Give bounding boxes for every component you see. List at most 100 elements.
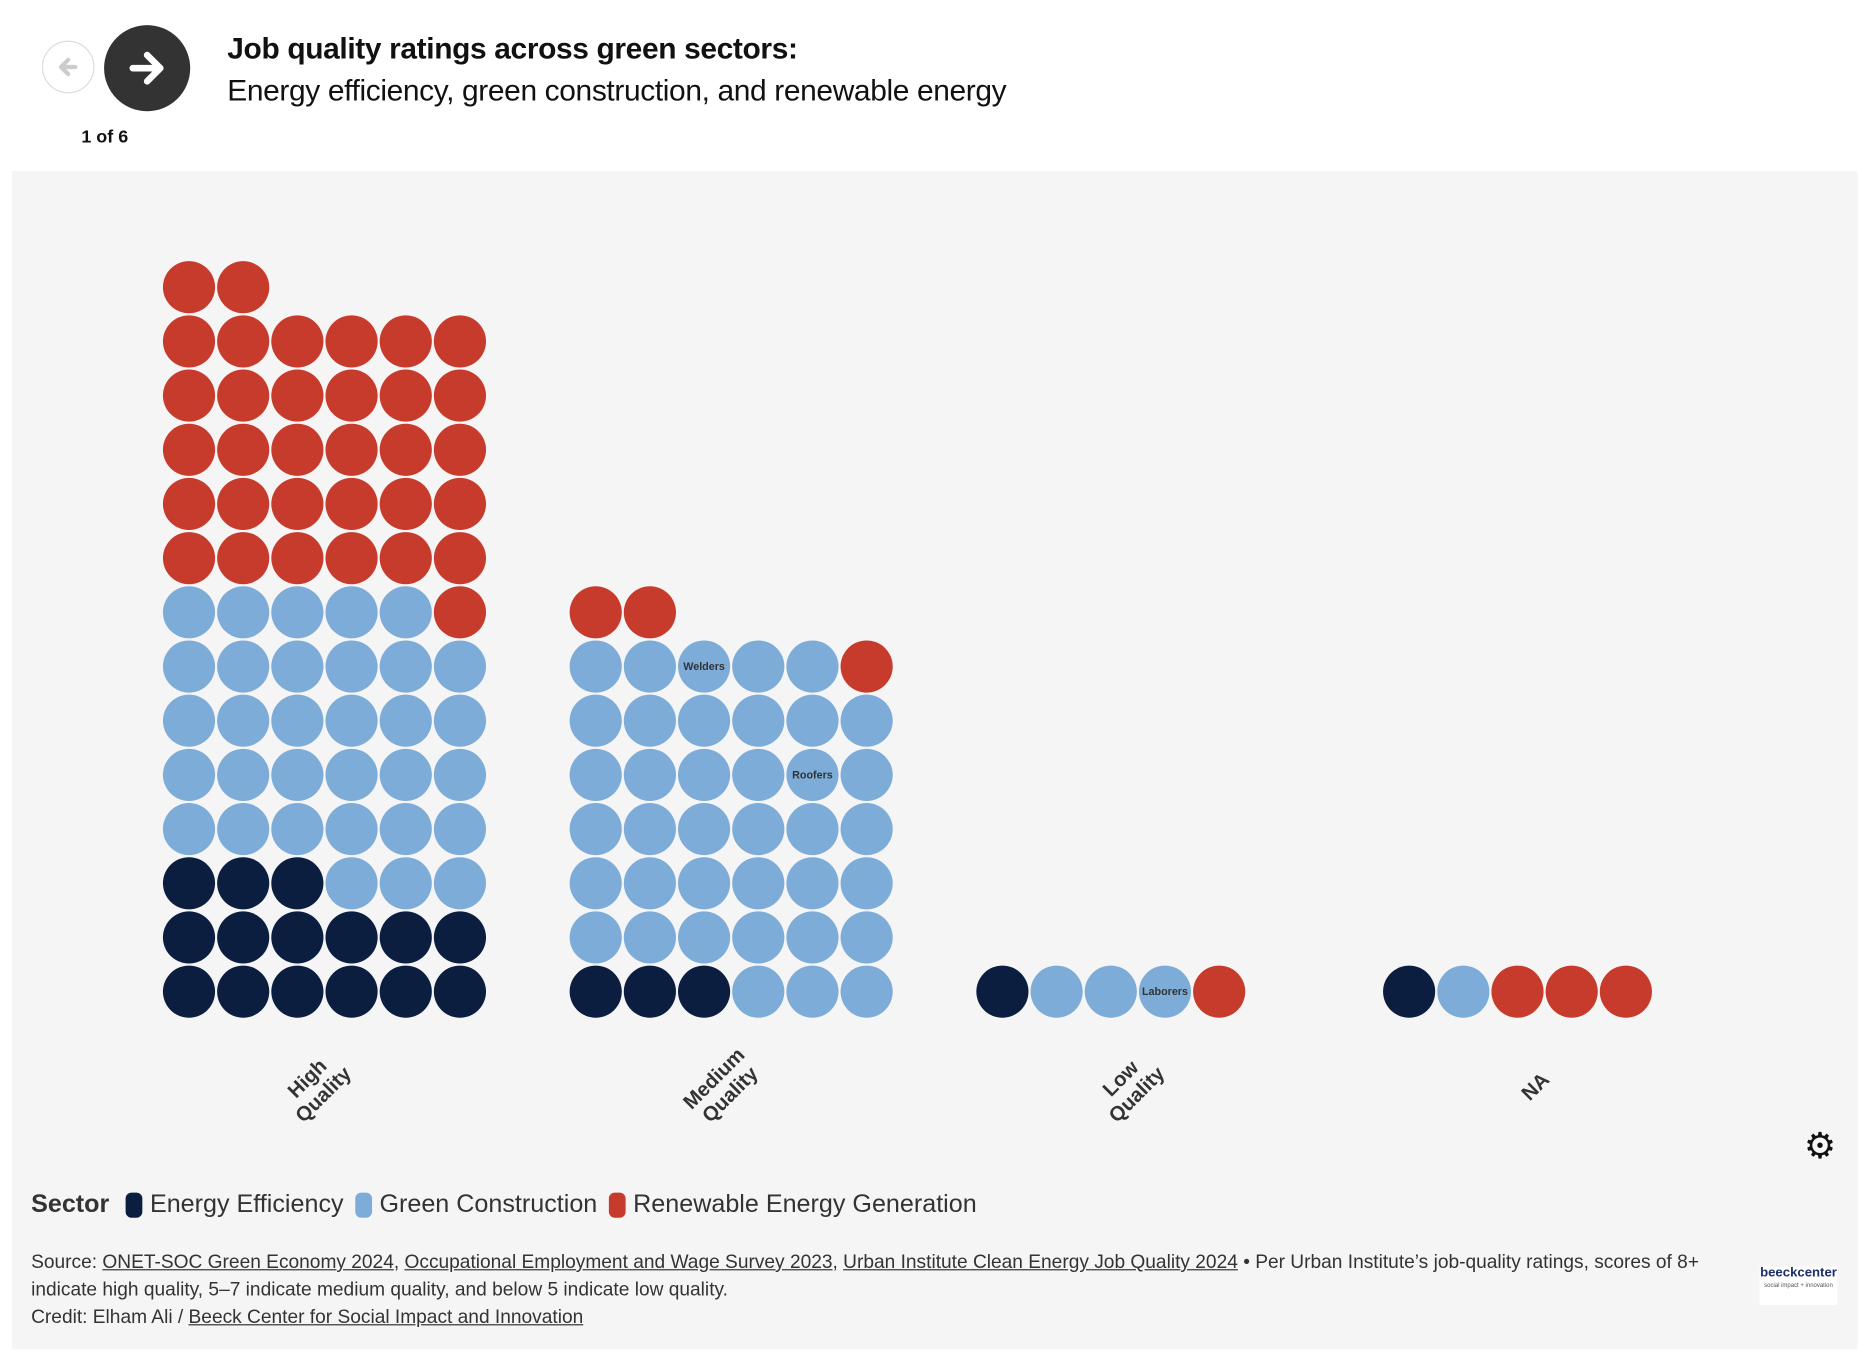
dot-green-construction[interactable] [379,640,432,693]
dot-green-construction[interactable] [379,857,432,910]
dot-green-construction[interactable] [325,803,378,856]
dot-renewable-energy-generation[interactable] [217,477,270,531]
next-button[interactable] [104,25,191,112]
dot-renewable-energy-generation[interactable] [433,423,487,476]
dot-green-construction[interactable] [732,911,785,964]
dot-green-construction[interactable] [569,803,622,856]
dot-energy-efficiency[interactable] [217,965,270,1018]
dot-green-construction[interactable] [678,748,731,801]
dot-renewable-energy-generation[interactable] [379,369,432,422]
dot-green-construction[interactable] [162,694,216,747]
previous-button[interactable] [41,40,95,94]
dot-green-construction[interactable] [623,911,676,964]
dot-green-construction[interactable] [623,857,676,910]
dot-renewable-energy-generation[interactable] [379,477,432,531]
dot-green-construction[interactable] [786,803,839,856]
dot-renewable-energy-generation[interactable] [162,315,216,368]
dot-renewable-energy-generation[interactable] [162,477,216,531]
dot-renewable-energy-generation[interactable] [217,423,270,476]
dot-renewable-energy-generation[interactable] [433,532,487,585]
dot-green-construction[interactable] [271,694,324,747]
dot-green-construction[interactable] [217,640,270,693]
dot-green-construction[interactable] [786,694,839,747]
dot-renewable-energy-generation[interactable] [433,586,487,639]
dot-green-construction[interactable] [569,694,622,747]
dot-energy-efficiency[interactable] [678,965,731,1018]
dot-energy-efficiency[interactable] [271,911,324,964]
dot-green-construction[interactable] [732,748,785,801]
dot-green-construction[interactable] [623,803,676,856]
dot-green-construction[interactable] [217,694,270,747]
dot-green-construction[interactable] [433,803,487,856]
dot-renewable-energy-generation[interactable] [379,423,432,476]
legend-item-green-construction[interactable]: Green Construction [379,1190,598,1218]
dot-energy-efficiency[interactable] [162,965,216,1018]
dot-renewable-energy-generation[interactable] [1545,965,1598,1018]
dot-green-construction[interactable] [217,586,270,639]
dot-energy-efficiency[interactable] [325,965,378,1018]
dot-renewable-energy-generation[interactable] [379,315,432,368]
dot-green-construction[interactable] [271,586,324,639]
dot-renewable-energy-generation[interactable] [325,423,378,476]
dot-renewable-energy-generation[interactable] [325,477,378,531]
dot-renewable-energy-generation[interactable] [840,640,893,693]
dot-green-construction[interactable] [379,586,432,639]
dot-green-construction[interactable] [433,748,487,801]
dot-energy-efficiency[interactable] [325,911,378,964]
dot-renewable-energy-generation[interactable] [379,532,432,585]
source-link-onet[interactable]: ONET-SOC Green Economy 2024 [102,1252,394,1273]
dot-green-construction[interactable] [678,857,731,910]
dot-renewable-energy-generation[interactable] [1491,965,1544,1018]
dot-green-construction[interactable] [325,748,378,801]
dot-green-construction[interactable] [433,694,487,747]
dot-green-construction[interactable] [271,640,324,693]
dot-green-construction[interactable] [623,640,676,693]
dot-energy-efficiency[interactable] [623,965,676,1018]
dot-energy-efficiency[interactable] [162,857,216,910]
dot-green-construction[interactable] [678,911,731,964]
dot-energy-efficiency[interactable] [217,857,270,910]
dot-renewable-energy-generation[interactable] [433,315,487,368]
dot-energy-efficiency[interactable] [162,911,216,964]
dot-energy-efficiency[interactable] [271,965,324,1018]
dot-renewable-energy-generation[interactable] [325,369,378,422]
dot-green-construction[interactable] [678,640,731,693]
legend-item-energy-efficiency[interactable]: Energy Efficiency [149,1190,344,1218]
dot-green-construction[interactable] [433,640,487,693]
dot-green-construction[interactable] [623,748,676,801]
dot-green-construction[interactable] [162,803,216,856]
dot-green-construction[interactable] [1138,965,1192,1018]
dot-renewable-energy-generation[interactable] [271,532,324,585]
dot-green-construction[interactable] [732,694,785,747]
dot-green-construction[interactable] [840,694,893,747]
source-link-urban[interactable]: Urban Institute Clean Energy Job Quality… [843,1252,1238,1273]
dot-green-construction[interactable] [271,748,324,801]
dot-energy-efficiency[interactable] [433,911,487,964]
dot-green-construction[interactable] [732,640,785,693]
dot-green-construction[interactable] [840,965,893,1018]
dot-green-construction[interactable] [786,640,839,693]
dot-green-construction[interactable] [840,857,893,910]
dot-renewable-energy-generation[interactable] [623,586,676,639]
dot-green-construction[interactable] [217,748,270,801]
dot-renewable-energy-generation[interactable] [325,315,378,368]
dot-green-construction[interactable] [325,694,378,747]
dot-green-construction[interactable] [1030,965,1083,1018]
dot-green-construction[interactable] [569,857,622,910]
dot-green-construction[interactable] [732,803,785,856]
dot-renewable-energy-generation[interactable] [162,532,216,585]
dot-green-construction[interactable] [325,857,378,910]
dot-green-construction[interactable] [569,911,622,964]
dot-green-construction[interactable] [786,911,839,964]
dot-renewable-energy-generation[interactable] [569,586,622,639]
dot-renewable-energy-generation[interactable] [271,369,324,422]
dot-green-construction[interactable] [732,857,785,910]
dot-renewable-energy-generation[interactable] [325,532,378,585]
dot-green-construction[interactable] [325,586,378,639]
dot-energy-efficiency[interactable] [379,911,432,964]
dot-green-construction[interactable] [840,911,893,964]
dot-green-construction[interactable] [786,748,839,801]
dot-renewable-energy-generation[interactable] [271,423,324,476]
credit-link[interactable]: Beeck Center for Social Impact and Innov… [188,1307,584,1328]
dot-renewable-energy-generation[interactable] [433,477,487,531]
